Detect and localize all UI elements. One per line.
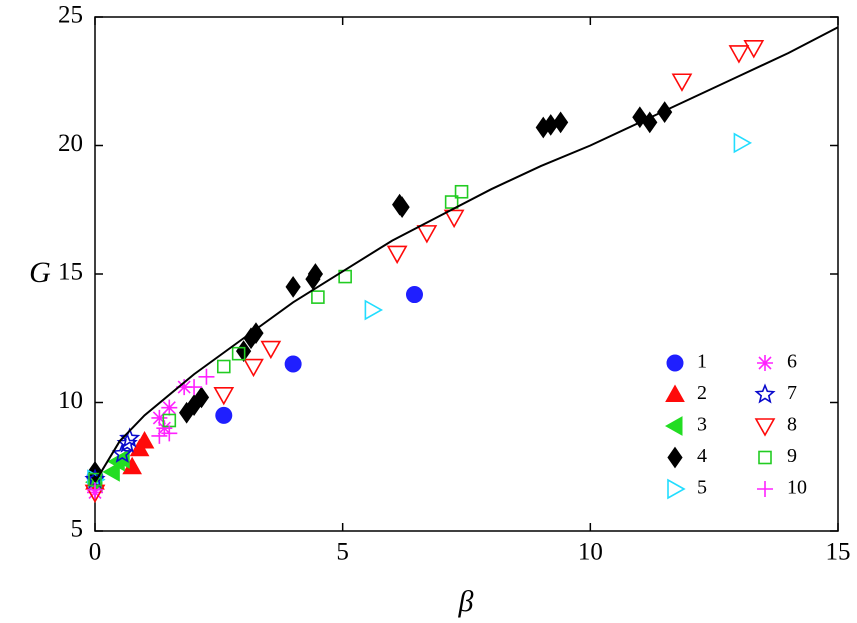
point [176,379,193,396]
legend-label: 7 [787,382,797,404]
legend-label: 5 [697,477,707,499]
point [671,73,693,92]
y-tick-label: 5 [71,516,84,543]
point [134,431,155,449]
point [231,346,246,361]
legend-marker [757,481,773,497]
point [213,386,235,406]
y-tick-label: 10 [58,387,83,414]
legend-marker [665,384,685,402]
point [87,481,103,498]
point [454,184,469,199]
x-tick-label: 5 [336,539,349,566]
legend-marker [754,383,776,404]
legend: 1 2 3 4 5 6 7 8 9 10 [664,351,807,500]
point [151,409,168,426]
point [307,263,324,285]
point [186,379,203,396]
point [102,462,120,482]
legend-marker [666,354,684,372]
y-tick-label: 20 [58,130,83,157]
x-tick-label: 0 [89,539,102,566]
point [198,368,215,385]
legend-marker [758,450,772,465]
point [743,40,765,59]
point [728,45,750,64]
point [416,225,438,244]
point [443,209,465,229]
legend-label: 3 [697,414,707,436]
point [193,386,210,409]
point [215,406,233,424]
legend-label: 8 [787,414,797,436]
legend-label: 10 [787,477,807,499]
point [161,399,178,416]
x-axis-label: β [458,585,474,618]
point [156,420,173,437]
point [394,196,410,219]
legend-marker [667,446,683,469]
legend-marker [667,478,686,500]
legend-label: 4 [697,445,707,467]
point [311,290,325,304]
x-tick-label: 15 [826,539,851,566]
point [285,275,301,298]
y-tick-label: 15 [58,259,83,286]
y-tick-label: 25 [58,2,83,29]
x-tick-label: 10 [578,539,603,566]
point [553,111,569,134]
plot-frame [94,16,839,532]
point [260,340,282,360]
point [151,427,168,444]
legend-label: 1 [697,351,707,373]
legend-marker [754,418,776,437]
legend-label: 9 [787,445,797,467]
point [405,286,423,304]
legend-label: 2 [697,382,707,404]
legend-marker [664,416,683,436]
point [243,358,264,378]
point [733,132,753,154]
point [386,245,408,265]
point [161,425,178,442]
y-axis-label: G [29,256,51,289]
point [284,355,302,373]
point [444,195,459,209]
point [111,442,133,463]
point [364,299,384,321]
point [248,322,264,344]
legend-marker [757,355,773,371]
fit-curve [94,26,839,483]
point [119,427,141,448]
point [216,359,231,374]
legend-label: 6 [787,351,797,373]
